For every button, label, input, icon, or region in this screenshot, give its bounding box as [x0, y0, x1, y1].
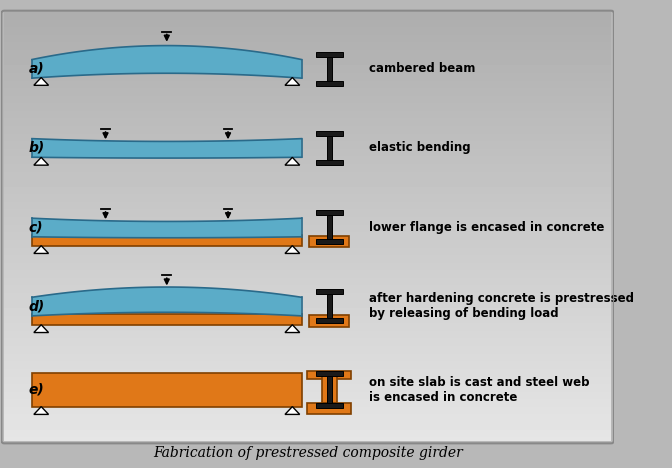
Bar [321, 376, 337, 403]
Polygon shape [32, 287, 302, 316]
Polygon shape [34, 407, 48, 414]
Bar [316, 52, 343, 57]
Polygon shape [34, 325, 48, 333]
Polygon shape [34, 246, 48, 254]
Bar [316, 403, 343, 409]
Bar [316, 289, 343, 294]
Bar [316, 131, 343, 136]
Bar [327, 57, 331, 81]
Text: d): d) [29, 299, 45, 313]
Text: Fabrication of prestressed composite girder: Fabrication of prestressed composite gir… [153, 446, 462, 460]
Polygon shape [285, 246, 300, 254]
Bar [310, 315, 349, 327]
Text: b): b) [29, 141, 45, 155]
Text: c): c) [29, 220, 44, 234]
Polygon shape [34, 78, 48, 85]
Bar [310, 236, 349, 248]
Bar [307, 371, 351, 379]
Bar [316, 239, 343, 244]
Text: cambered beam: cambered beam [369, 62, 475, 75]
Text: a): a) [29, 62, 45, 76]
Bar [327, 136, 331, 160]
Bar [32, 235, 302, 246]
Bar [327, 215, 331, 239]
Text: lower flange is encased in concrete: lower flange is encased in concrete [369, 220, 604, 234]
Bar [316, 160, 343, 165]
Text: after hardening concrete is prestressed
by releasing of bending load: after hardening concrete is prestressed … [369, 292, 634, 320]
Polygon shape [285, 325, 300, 333]
Polygon shape [285, 78, 300, 85]
Bar [307, 403, 351, 414]
Polygon shape [32, 45, 302, 78]
Bar [327, 376, 331, 403]
Bar [316, 81, 343, 86]
Bar [316, 210, 343, 215]
Polygon shape [32, 139, 302, 158]
Polygon shape [32, 218, 302, 238]
Text: elastic bending: elastic bending [369, 141, 470, 154]
Text: on site slab is cast and steel web
is encased in concrete: on site slab is cast and steel web is en… [369, 376, 589, 404]
Text: e): e) [29, 383, 45, 397]
Bar [327, 294, 331, 318]
Bar [32, 373, 302, 407]
Bar [316, 318, 343, 323]
Polygon shape [285, 157, 300, 165]
Bar [32, 314, 302, 325]
Polygon shape [34, 157, 48, 165]
Bar [316, 371, 343, 376]
Polygon shape [285, 407, 300, 414]
